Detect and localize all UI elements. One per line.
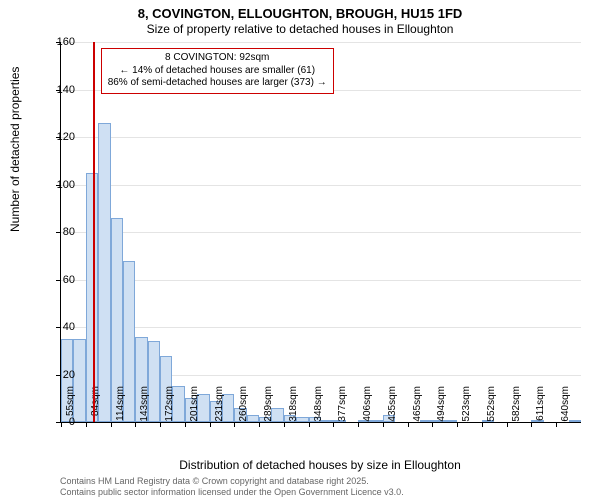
x-tick-label: 260sqm [238,386,249,426]
x-tick-label: 611sqm [535,386,546,426]
gridline [61,137,581,138]
x-tick-mark [482,422,483,427]
x-tick-mark [160,422,161,427]
x-tick-label: 435sqm [387,386,398,426]
x-tick-label: 201sqm [189,386,200,426]
y-tick-label: 120 [45,131,75,143]
x-tick-mark [333,422,334,427]
x-tick-label: 289sqm [263,386,274,426]
y-tick-label: 140 [45,84,75,96]
x-tick-mark [309,422,310,427]
histogram-bar [98,123,110,422]
x-tick-mark [234,422,235,427]
property-info-box: 8 COVINGTON: 92sqm← 14% of detached hous… [101,48,334,94]
x-tick-mark [531,422,532,427]
y-tick-label: 20 [45,369,75,381]
x-tick-label: 552sqm [486,386,497,426]
x-tick-label: 143sqm [139,386,150,426]
x-tick-mark [185,422,186,427]
gridline [61,185,581,186]
infobox-line: 8 COVINGTON: 92sqm [108,52,327,65]
x-tick-label: 640sqm [560,386,571,426]
x-tick-mark [284,422,285,427]
x-tick-mark [111,422,112,427]
footer-line-1: Contains HM Land Registry data © Crown c… [60,476,404,487]
x-tick-label: 172sqm [164,386,175,426]
y-tick-label: 160 [45,36,75,48]
chart-subtitle: Size of property relative to detached ho… [0,22,600,36]
infobox-line: 86% of semi-detached houses are larger (… [108,77,327,90]
x-tick-label: 231sqm [214,386,225,426]
x-tick-mark [432,422,433,427]
x-tick-label: 465sqm [412,386,423,426]
x-tick-mark [259,422,260,427]
y-axis-label: Number of detached properties [8,67,22,232]
x-tick-label: 84sqm [90,386,101,426]
chart-container: 8, COVINGTON, ELLOUGHTON, BROUGH, HU15 1… [0,0,600,500]
y-tick-label: 100 [45,179,75,191]
x-tick-label: 582sqm [511,386,522,426]
infobox-line: ← 14% of detached houses are smaller (61… [108,65,327,78]
gridline [61,280,581,281]
footer-attribution: Contains HM Land Registry data © Crown c… [60,476,404,498]
gridline [61,42,581,43]
y-tick-label: 60 [45,274,75,286]
x-tick-label: 114sqm [115,386,126,426]
y-tick-label: 0 [45,416,75,428]
x-tick-label: 348sqm [313,386,324,426]
x-tick-mark [408,422,409,427]
x-tick-label: 523sqm [461,386,472,426]
x-tick-label: 406sqm [362,386,373,426]
plot-area: 55sqm84sqm114sqm143sqm172sqm201sqm231sqm… [60,42,581,423]
x-tick-label: 494sqm [436,386,447,426]
x-tick-label: 377sqm [337,386,348,426]
y-tick-label: 80 [45,226,75,238]
footer-line-2: Contains public sector information licen… [60,487,404,498]
chart-title: 8, COVINGTON, ELLOUGHTON, BROUGH, HU15 1… [0,6,600,21]
x-tick-mark [135,422,136,427]
property-marker-line [93,42,95,422]
x-tick-mark [358,422,359,427]
x-tick-mark [507,422,508,427]
x-tick-mark [556,422,557,427]
x-tick-mark [457,422,458,427]
y-tick-label: 40 [45,321,75,333]
x-tick-label: 318sqm [288,386,299,426]
gridline [61,232,581,233]
x-tick-mark [210,422,211,427]
gridline [61,327,581,328]
x-axis-label: Distribution of detached houses by size … [60,458,580,472]
x-tick-mark [86,422,87,427]
x-tick-mark [383,422,384,427]
